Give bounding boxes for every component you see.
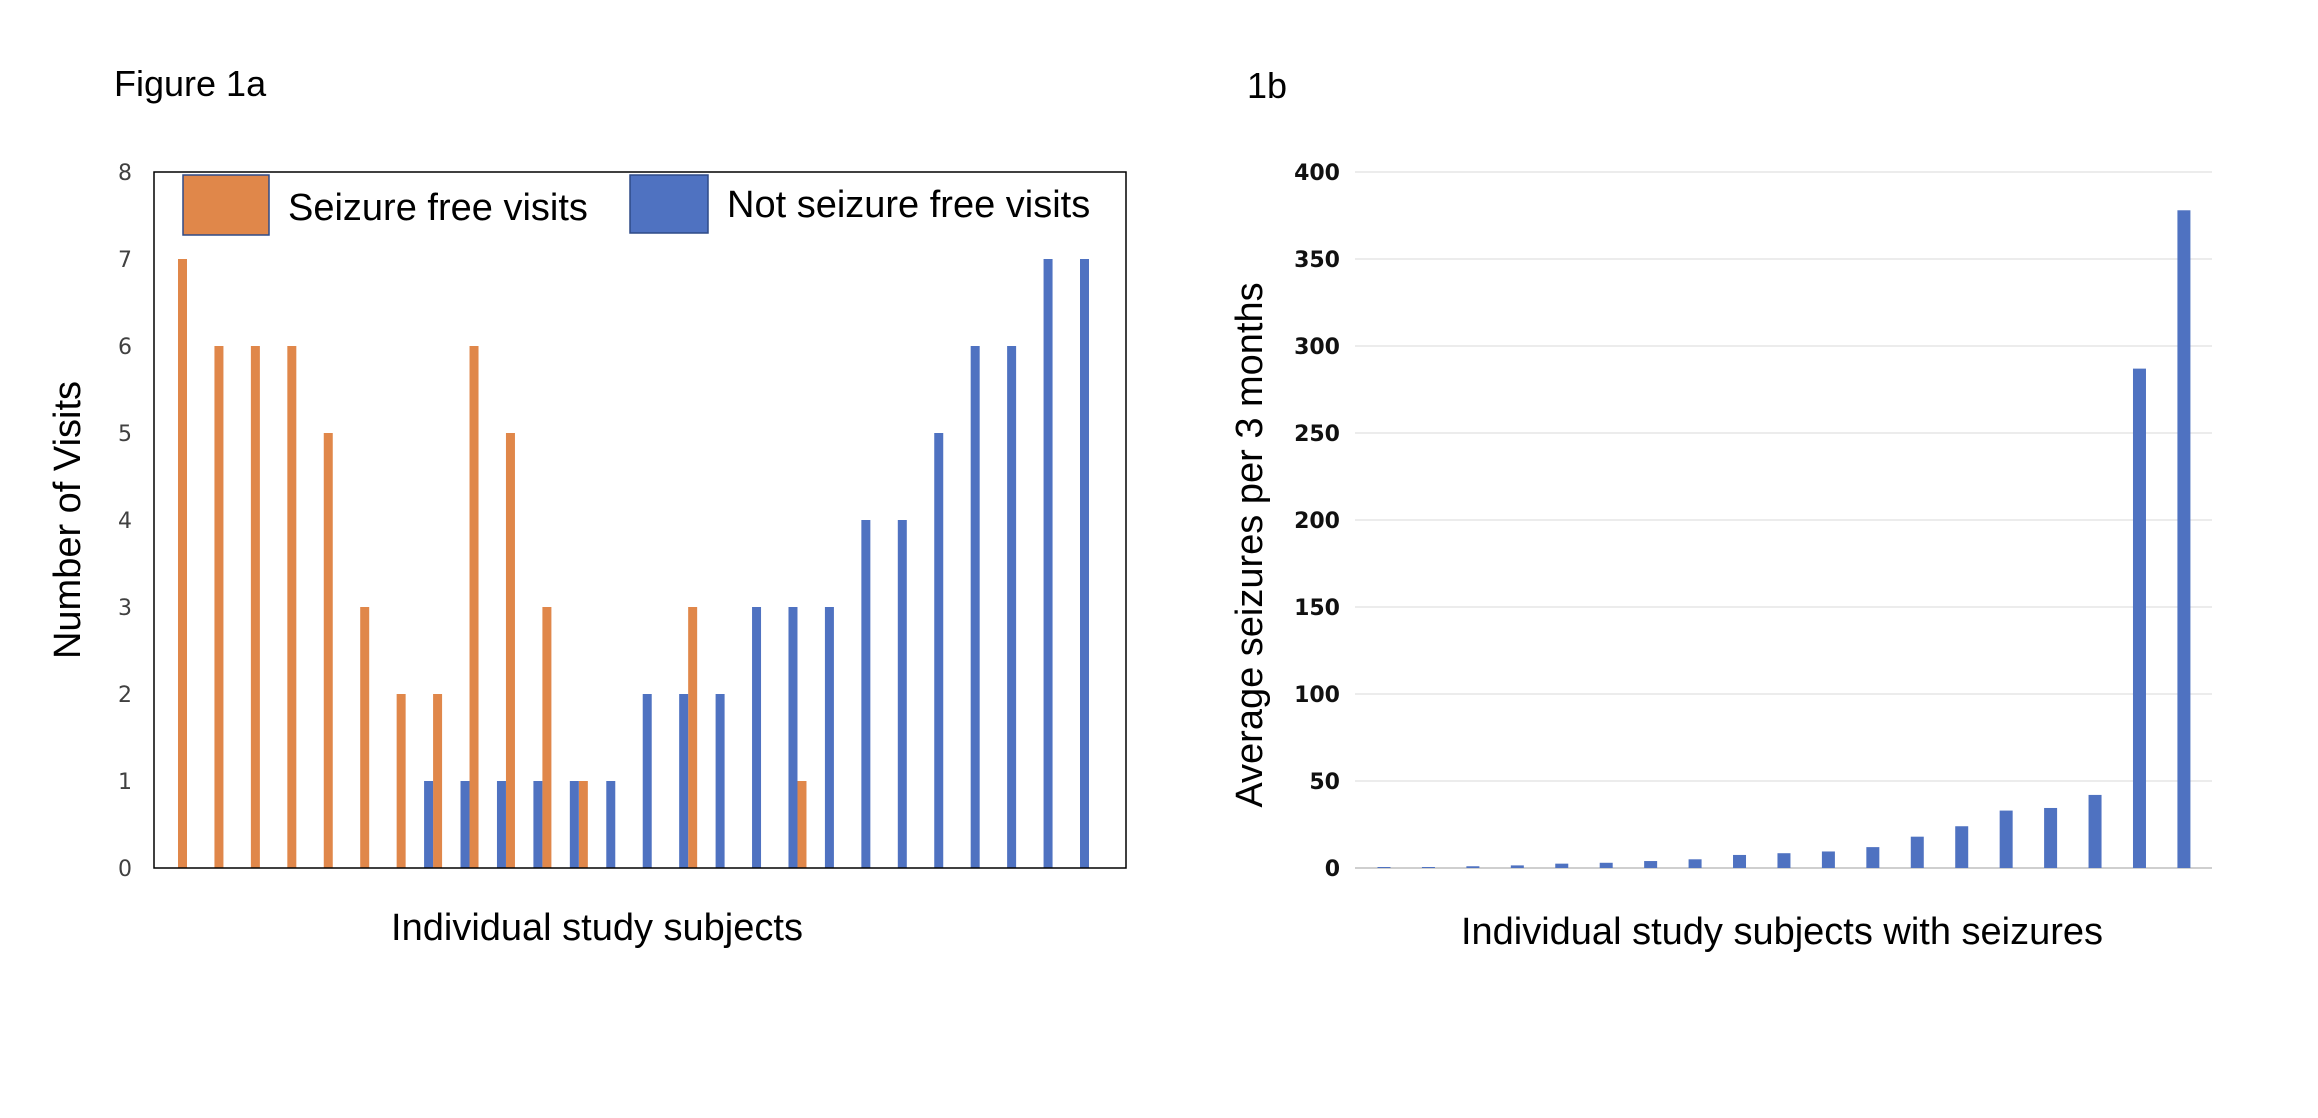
bar-not-seizure-free bbox=[824, 607, 834, 868]
bar-not-seizure-free bbox=[679, 694, 689, 868]
figure-label-1b: 1b bbox=[1247, 65, 1287, 106]
y-tick-label-1b: 250 bbox=[1294, 422, 1340, 447]
bar-1b bbox=[2044, 807, 2058, 868]
y-tick-label-1a: 0 bbox=[118, 857, 132, 882]
y-axis-label-1a: Number of Visits bbox=[47, 381, 89, 659]
bars-1a bbox=[178, 259, 1089, 868]
panel-1a: Figure 1a 0 1 2 3 4 5 6 7 8 Seizure free visits … bbox=[47, 63, 1127, 949]
bar-not-seizure-free bbox=[533, 781, 543, 868]
bar-1b bbox=[1821, 851, 1835, 868]
bar-not-seizure-free bbox=[569, 781, 579, 868]
y-axis-label-1b: Average seizures per 3 months bbox=[1229, 282, 1271, 807]
bars-1b bbox=[1377, 210, 2191, 868]
y-tick-label-1b: 350 bbox=[1294, 248, 1340, 273]
y-tick-label-1b: 150 bbox=[1294, 596, 1340, 621]
bar-not-seizure-free bbox=[715, 694, 725, 868]
y-tick-labels-1a: 0 1 2 3 4 5 6 7 8 bbox=[118, 161, 132, 882]
bar-1b bbox=[2088, 794, 2102, 868]
bar-not-seizure-free bbox=[752, 607, 762, 868]
gridlines-1b bbox=[1355, 171, 2212, 869]
bar-seizure-free bbox=[688, 607, 698, 868]
panel-1b: 1b 0 50 100 150 200 250 300 350 400 Individual s… bbox=[1229, 65, 2212, 953]
bar-seizure-free bbox=[433, 694, 443, 868]
y-tick-label-1a: 5 bbox=[118, 422, 132, 447]
bar-not-seizure-free bbox=[460, 781, 470, 868]
y-tick-label-1a: 7 bbox=[118, 248, 132, 273]
bar-seizure-free bbox=[396, 694, 406, 868]
bar-not-seizure-free bbox=[496, 781, 506, 868]
bar-seizure-free bbox=[287, 346, 297, 868]
bar-1b bbox=[1910, 836, 1924, 868]
legend-label-seizure-free: Seizure free visits bbox=[288, 187, 588, 229]
figure-label-1a: Figure 1a bbox=[114, 63, 267, 104]
bar-1b bbox=[1688, 859, 1702, 868]
y-tick-label-1a: 2 bbox=[118, 683, 132, 708]
bar-seizure-free bbox=[578, 781, 588, 868]
y-tick-label-1b: 0 bbox=[1325, 857, 1340, 882]
bar-1b bbox=[1421, 867, 1435, 868]
bar-not-seizure-free bbox=[606, 781, 616, 868]
legend-swatch-not-seizure-free bbox=[629, 174, 709, 234]
bar-seizure-free bbox=[797, 781, 807, 868]
bar-seizure-free bbox=[250, 346, 260, 868]
bar-1b bbox=[1466, 866, 1480, 868]
y-tick-label-1b: 100 bbox=[1294, 683, 1340, 708]
y-tick-label-1a: 4 bbox=[118, 509, 132, 534]
bar-1b bbox=[1644, 861, 1658, 868]
legend-swatch-seizure-free bbox=[182, 174, 270, 236]
bar-1b bbox=[2177, 210, 2191, 868]
y-tick-label-1b: 300 bbox=[1294, 335, 1340, 360]
bar-seizure-free bbox=[542, 607, 552, 868]
y-tick-labels-1b: 0 50 100 150 200 250 300 350 400 bbox=[1294, 161, 1340, 882]
y-tick-label-1a: 1 bbox=[118, 770, 132, 795]
bar-not-seizure-free bbox=[897, 520, 907, 868]
bar-1b bbox=[2132, 368, 2146, 868]
y-tick-label-1a: 3 bbox=[118, 596, 132, 621]
bar-not-seizure-free bbox=[424, 781, 434, 868]
bar-not-seizure-free bbox=[1043, 259, 1053, 868]
bar-1b bbox=[1510, 865, 1524, 868]
legend-1a: Seizure free visits Not seizure free vis… bbox=[182, 174, 1090, 236]
bar-not-seizure-free bbox=[970, 346, 980, 868]
y-tick-label-1a: 8 bbox=[118, 161, 132, 186]
bar-not-seizure-free bbox=[1007, 346, 1017, 868]
bar-seizure-free bbox=[323, 433, 333, 868]
bar-1b bbox=[1599, 862, 1613, 868]
bar-seizure-free bbox=[360, 607, 370, 868]
y-tick-label-1b: 50 bbox=[1309, 770, 1340, 795]
bar-1b bbox=[1377, 867, 1391, 868]
bar-seizure-free bbox=[469, 346, 479, 868]
bar-1b bbox=[1777, 853, 1791, 868]
bar-not-seizure-free bbox=[788, 607, 798, 868]
y-tick-label-1b: 200 bbox=[1294, 509, 1340, 534]
bar-seizure-free bbox=[178, 259, 187, 868]
x-axis-label-1b: Individual study subjects with seizures bbox=[1461, 911, 2103, 953]
bar-not-seizure-free bbox=[934, 433, 944, 868]
bar-not-seizure-free bbox=[1080, 259, 1089, 868]
bar-seizure-free bbox=[214, 346, 224, 868]
y-tick-label-1a: 6 bbox=[118, 335, 132, 360]
bar-1b bbox=[1955, 826, 1969, 868]
bar-1b bbox=[1999, 810, 2013, 868]
bar-1b bbox=[1866, 847, 1880, 868]
bar-1b bbox=[1733, 854, 1747, 868]
bar-seizure-free bbox=[505, 433, 515, 868]
bar-1b bbox=[1555, 863, 1569, 868]
legend-label-not-seizure-free: Not seizure free visits bbox=[727, 184, 1090, 226]
x-axis-label-1a: Individual study subjects bbox=[391, 907, 803, 949]
bar-not-seizure-free bbox=[642, 694, 652, 868]
plot-frame-1a bbox=[153, 171, 1127, 869]
y-tick-label-1b: 400 bbox=[1294, 161, 1340, 186]
bar-not-seizure-free bbox=[861, 520, 871, 868]
